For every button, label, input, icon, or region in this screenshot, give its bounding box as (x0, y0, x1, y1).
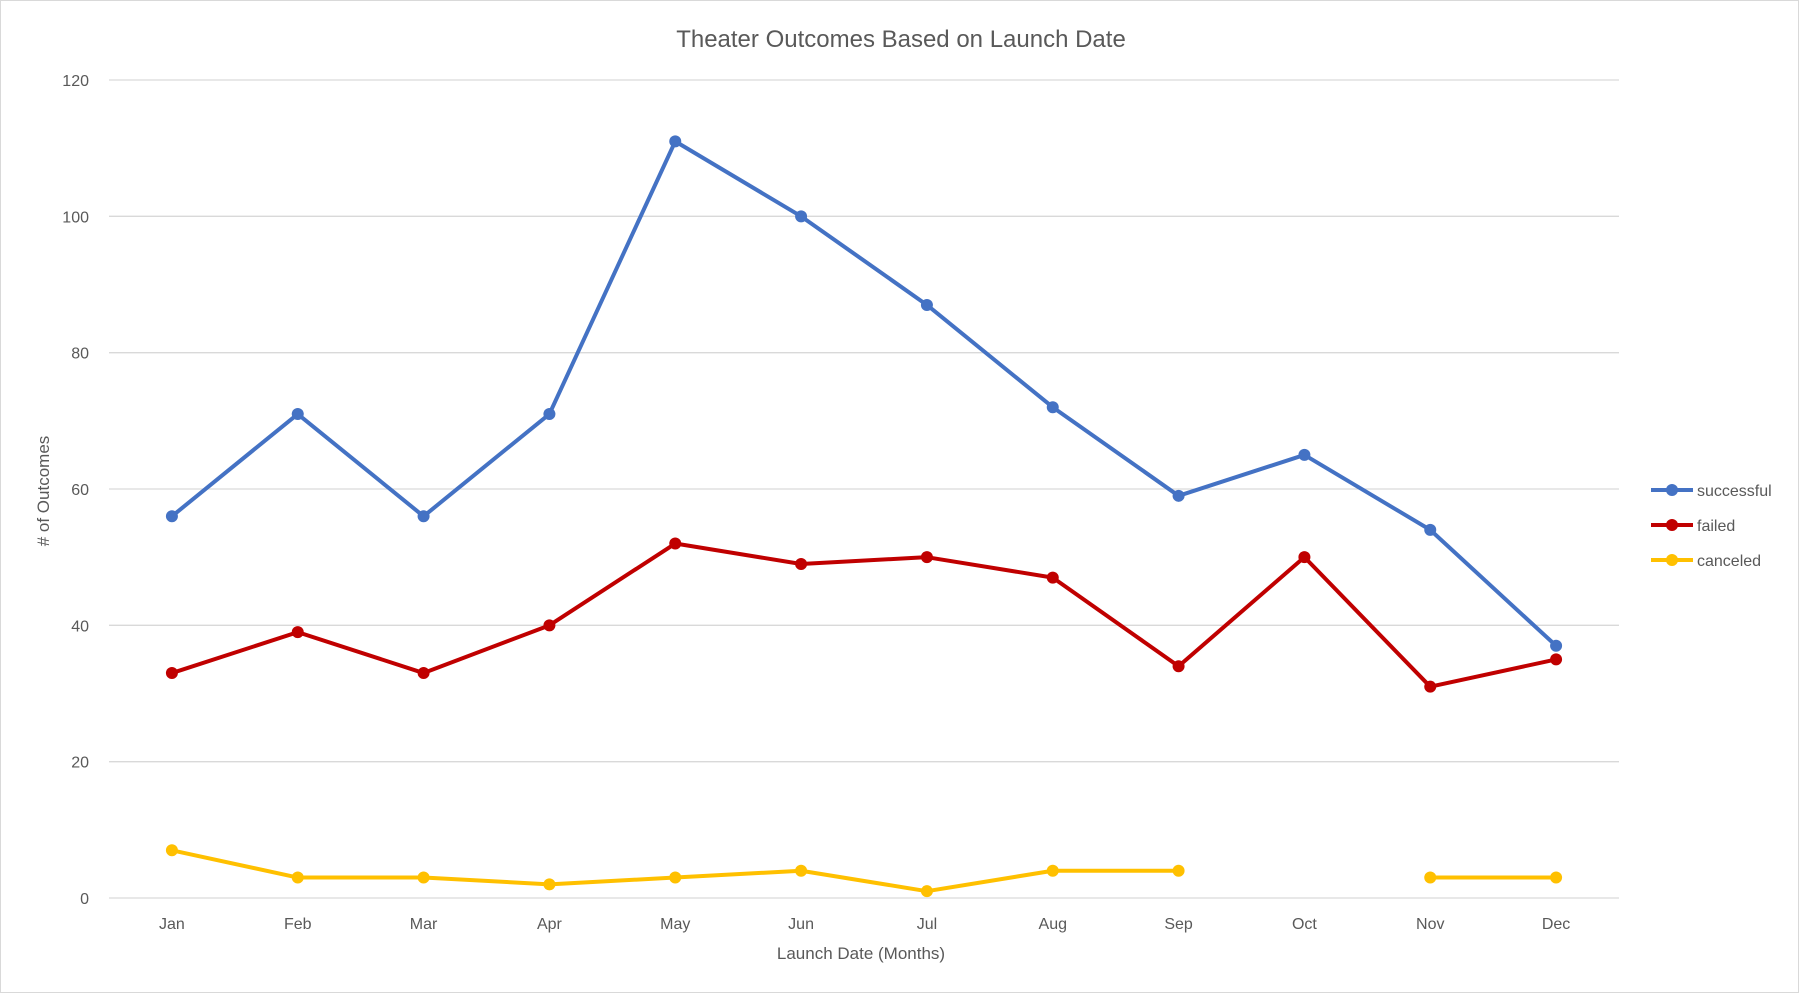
data-point-failed (1298, 551, 1311, 564)
legend-label: canceled (1697, 553, 1761, 570)
data-point-failed (795, 557, 808, 570)
data-point-canceled (417, 871, 430, 884)
x-tick-label: Nov (1416, 916, 1444, 933)
y-tick-label: 120 (62, 73, 89, 90)
data-point-successful (669, 135, 682, 148)
x-tick-label: Jun (788, 916, 814, 933)
data-point-successful (1424, 523, 1437, 536)
legend-item-failed: failed (1651, 518, 1735, 535)
data-point-failed (291, 626, 304, 639)
y-tick-label: 0 (80, 891, 89, 908)
series-line-failed (169, 541, 1559, 689)
x-tick-label: Aug (1039, 916, 1067, 933)
data-point-successful (1298, 448, 1311, 461)
x-tick-label: Jul (917, 916, 937, 933)
data-point-successful (291, 408, 304, 421)
x-tick-label: Sep (1164, 916, 1193, 933)
x-tick-label: Mar (410, 916, 438, 933)
series-line-successful (169, 139, 1559, 648)
data-point-canceled (669, 871, 682, 884)
data-point-failed (1424, 680, 1437, 693)
gridlines (109, 79, 1619, 899)
data-point-failed (1172, 660, 1185, 673)
x-axis-title: Launch Date (Months) (777, 944, 945, 963)
y-axis-title: # of Outcomes (34, 436, 53, 547)
x-tick-label: Oct (1292, 916, 1317, 933)
y-tick-label: 80 (71, 346, 89, 363)
data-point-canceled (1424, 871, 1437, 884)
data-point-failed (165, 667, 178, 680)
legend-item-successful: successful (1651, 483, 1772, 500)
y-tick-label: 60 (71, 482, 89, 499)
legend-item-canceled: canceled (1651, 553, 1761, 570)
series-canceled (165, 844, 1563, 898)
x-tick-label: Dec (1542, 916, 1570, 933)
data-point-successful (1172, 489, 1185, 502)
series-failed (165, 537, 1563, 693)
data-point-canceled (920, 885, 933, 898)
data-point-successful (920, 298, 933, 311)
data-point-canceled (1550, 871, 1563, 884)
data-point-canceled (291, 871, 304, 884)
x-tick-label: Feb (284, 916, 312, 933)
chart-title: Theater Outcomes Based on Launch Date (676, 26, 1126, 53)
data-point-failed (920, 551, 933, 564)
legend-marker (1666, 554, 1678, 566)
legend: successful failed canceled (1651, 483, 1772, 570)
data-point-canceled (543, 878, 556, 891)
data-point-successful (417, 510, 430, 523)
data-point-failed (669, 537, 682, 550)
legend-marker (1666, 484, 1678, 496)
data-point-canceled (1172, 864, 1185, 877)
data-point-failed (1046, 571, 1059, 584)
y-tick-label: 20 (71, 755, 89, 772)
data-point-successful (165, 510, 178, 523)
x-tick-label: Apr (537, 916, 563, 933)
x-tick-label: May (660, 916, 690, 933)
data-point-canceled (795, 864, 808, 877)
data-point-successful (1550, 639, 1563, 652)
legend-label: failed (1697, 518, 1735, 535)
data-point-canceled (165, 844, 178, 857)
data-point-failed (543, 619, 556, 632)
series-layer (165, 135, 1563, 898)
legend-marker (1666, 519, 1678, 531)
y-tick-label: 40 (71, 618, 89, 635)
y-axis-ticks: 0 20 40 60 80 100 120 (62, 73, 89, 908)
data-point-successful (795, 210, 808, 223)
legend-label: successful (1697, 483, 1772, 500)
y-tick-label: 100 (62, 209, 89, 226)
x-axis-ticks: Jan Feb Mar Apr May Jun Jul Aug Sep Oct Nov Dec (159, 916, 1570, 933)
data-point-successful (1046, 401, 1059, 414)
series-successful (165, 135, 1563, 652)
data-point-failed (1550, 653, 1563, 666)
x-tick-label: Jan (159, 916, 185, 933)
data-point-successful (543, 408, 556, 421)
data-point-canceled (1046, 864, 1059, 877)
data-point-failed (417, 667, 430, 680)
series-line-canceled (169, 848, 1181, 894)
